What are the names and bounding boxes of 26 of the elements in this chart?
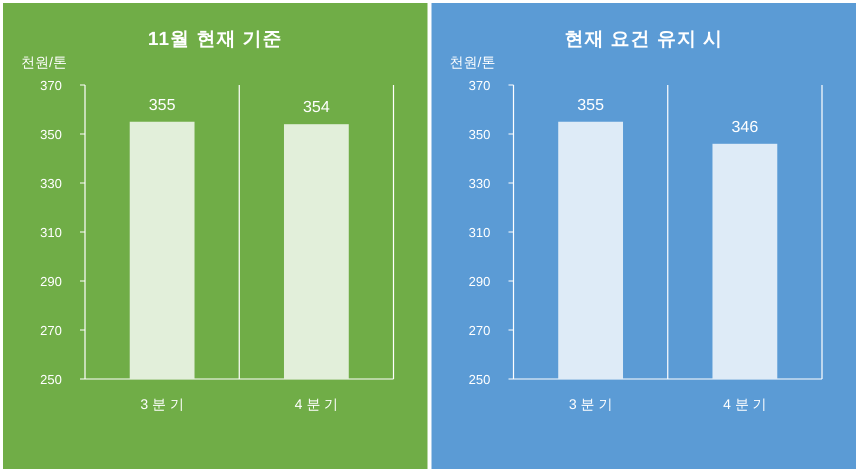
y-tick-label: 310: [40, 225, 62, 240]
chart-title: 11월 현재 기준: [148, 29, 283, 50]
chart-title: 현재 요건 유지 시: [564, 29, 724, 50]
y-tick-label: 350: [40, 127, 62, 142]
data-label: 355: [148, 96, 176, 114]
y-tick-label: 350: [468, 127, 490, 142]
y-tick-label: 370: [468, 78, 490, 93]
y-tick-label: 310: [468, 225, 490, 240]
y-tick-label: 290: [40, 274, 62, 289]
data-label: 346: [732, 118, 758, 136]
data-label: 355: [577, 96, 604, 114]
y-tick-label: 250: [468, 372, 490, 387]
y-tick-label: 290: [468, 274, 490, 289]
y-axis-title: 천원/톤: [450, 54, 496, 70]
x-tick-label: 3 분 기: [140, 396, 184, 412]
data-label: 354: [303, 99, 330, 116]
y-tick-label: 270: [40, 323, 62, 338]
x-tick-label: 4 분 기: [723, 396, 767, 412]
x-tick-label: 3 분 기: [568, 396, 612, 412]
x-tick-label: 4 분 기: [294, 396, 338, 412]
y-tick-label: 330: [468, 176, 490, 191]
y-tick-label: 370: [40, 78, 62, 93]
y-tick-label: 250: [40, 372, 62, 387]
y-tick-label: 330: [40, 176, 62, 191]
y-axis-title: 천원/톤: [21, 54, 67, 70]
y-tick-label: 270: [468, 323, 490, 338]
